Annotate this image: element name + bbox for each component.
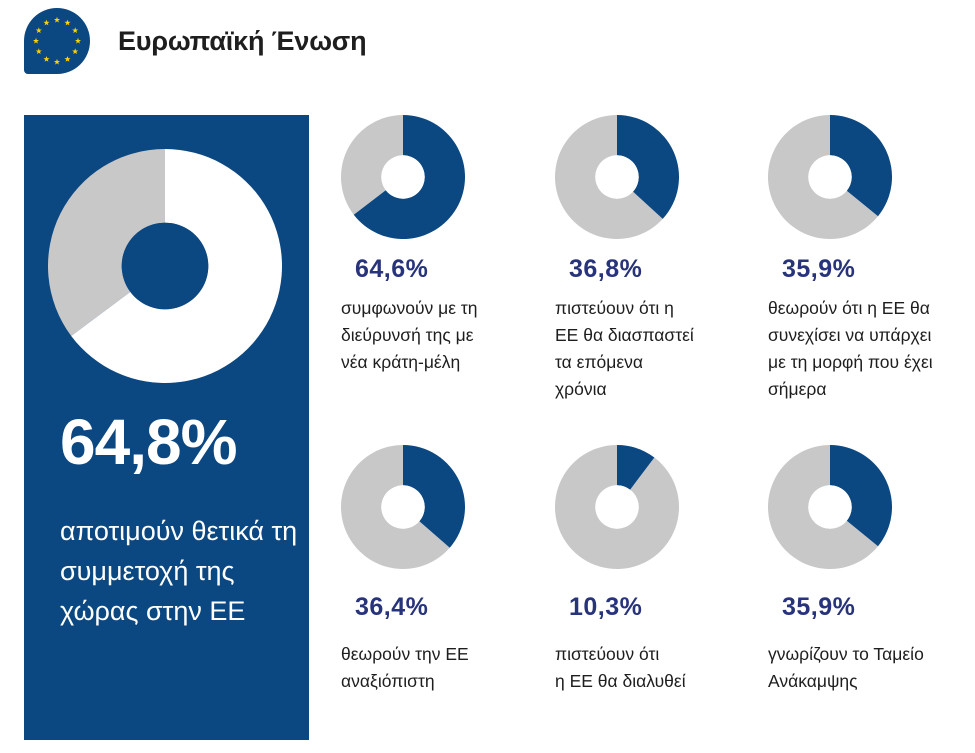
stat-description: γνωρίζουν το Ταμείο Ανάκαμψης <box>768 641 975 695</box>
donut-value-slice <box>617 115 679 219</box>
donut-remainder-slice <box>341 445 450 569</box>
donut-hole <box>381 485 425 529</box>
star-icon <box>43 55 50 62</box>
donut-remainder-slice <box>555 115 663 239</box>
star-icon <box>32 37 40 44</box>
star-icon <box>64 19 71 26</box>
donut-remainder-slice <box>555 445 679 569</box>
star-icon <box>53 16 61 23</box>
desc-line: χρόνια <box>555 379 607 399</box>
star-icon <box>74 37 82 44</box>
desc-line: συμφωνούν με τη <box>341 298 478 318</box>
stat-value: 36,4% <box>355 593 429 621</box>
stat-value: 35,9% <box>782 255 856 283</box>
stat-description: θεωρούν την ΕΕ αναξιόπιστη <box>341 641 551 695</box>
desc-line: νέα κράτη-μέλη <box>341 352 461 372</box>
donut-chart <box>768 115 892 239</box>
donut-remainder-slice <box>341 115 403 215</box>
stat-description: πιστεύουν ότι η ΕΕ θα διαλυθεί <box>555 641 765 695</box>
star-icon <box>64 55 71 62</box>
eu-flag-icon <box>24 8 90 74</box>
stat-value: 10,3% <box>569 593 643 621</box>
donut-chart <box>768 445 892 569</box>
donut-remainder-slice <box>768 445 879 569</box>
main-stat-description: αποτιμούν θετικά τη συμμετοχή της χώρας … <box>60 516 298 626</box>
desc-line: πιστεύουν ότι <box>555 644 660 664</box>
donut-value-slice <box>353 115 465 239</box>
star-icon <box>35 27 42 34</box>
donut-hole <box>808 485 852 529</box>
desc-line: γνωρίζουν το Ταμείο <box>768 644 924 664</box>
desc-line: Ανάκαμψης <box>768 671 858 691</box>
donut-remainder-slice <box>48 149 165 336</box>
donut-value-slice <box>71 149 282 383</box>
donut-chart <box>555 115 679 239</box>
desc-line: διεύρυνσή της με <box>341 325 474 345</box>
stat-description: θεωρούν ότι η ΕΕ θα συνεχίσει να υπάρχει… <box>768 295 973 403</box>
donut-remainder-slice <box>768 115 879 239</box>
main-stat-panel: 64,8% αποτιμούν θετικά τη συμμετοχή της … <box>24 115 309 740</box>
donut-value-slice <box>617 445 655 490</box>
donut-value-slice <box>830 445 892 547</box>
donut-value-slice <box>403 445 465 548</box>
donut-hole <box>381 155 425 199</box>
desc-line: τα επόμενα <box>555 352 644 372</box>
donut-chart <box>341 115 465 239</box>
star-icon <box>72 27 79 34</box>
desc-line: η ΕΕ θα διαλυθεί <box>555 671 686 691</box>
main-donut-chart <box>48 149 282 383</box>
stat-value: 36,8% <box>569 255 643 283</box>
stat-description: πιστεύουν ότι η ΕΕ θα διασπαστεί τα επόμ… <box>555 295 765 403</box>
desc-line: πιστεύουν ότι η <box>555 298 674 318</box>
star-icon <box>53 58 61 65</box>
desc-line: με τη μορφή που έχει <box>768 352 933 372</box>
star-icon <box>72 48 79 55</box>
star-icon <box>35 48 42 55</box>
desc-line: αναξιόπιστη <box>341 671 435 691</box>
page-title: Ευρωπαϊκή Ένωση <box>118 25 367 56</box>
star-icon <box>43 19 50 26</box>
desc-line: θεωρούν την ΕΕ <box>341 644 469 664</box>
desc-line: συνεχίσει να υπάρχει <box>768 325 932 345</box>
desc-line: σήμερα <box>768 379 827 399</box>
stat-description: συμφωνούν με τη διεύρυνσή της με νέα κρά… <box>341 295 551 376</box>
donut-hole <box>808 155 852 199</box>
donut-hole <box>595 155 639 199</box>
donut-chart <box>341 445 465 569</box>
stat-value: 64,6% <box>355 255 429 283</box>
main-stat-value: 64,8% <box>60 406 237 478</box>
desc-line: θεωρούν ότι η ΕΕ θα <box>768 298 930 318</box>
page-header: Ευρωπαϊκή Ένωση <box>24 7 367 75</box>
donut-hole <box>595 485 639 529</box>
donut-value-slice <box>830 115 892 217</box>
donut-chart <box>555 445 679 569</box>
desc-line: ΕΕ θα διασπαστεί <box>555 325 694 345</box>
stat-value: 35,9% <box>782 593 856 621</box>
donut-hole <box>121 222 209 310</box>
